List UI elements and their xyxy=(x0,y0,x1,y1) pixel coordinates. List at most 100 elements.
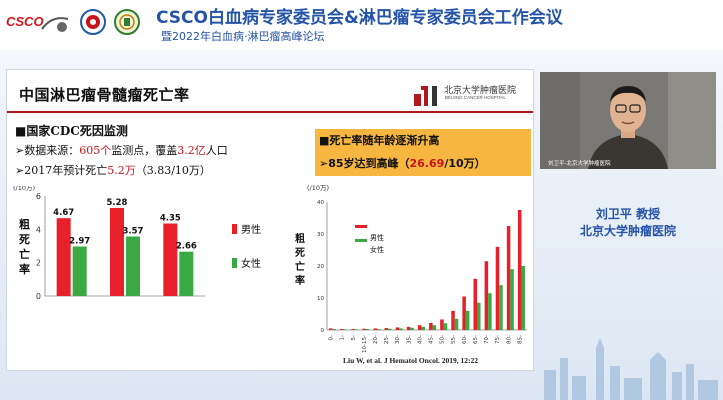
bar-female xyxy=(421,326,425,330)
bar-female xyxy=(443,323,448,330)
bar-female xyxy=(72,246,87,296)
speaker-portrait xyxy=(540,72,716,169)
y-tick-label: 2 xyxy=(36,259,41,268)
bar-female xyxy=(510,269,514,330)
x-tick-label: 1- xyxy=(340,335,346,340)
speaker-video: 刘卫平-北京大学肿瘤医院 xyxy=(540,72,716,169)
bar-male xyxy=(56,218,71,296)
data-source-line: ➢数据来源：605个监测点，覆盖3.2亿人口 xyxy=(15,144,228,157)
bar-female xyxy=(521,266,525,330)
left-heading: ■国家CDC死因监测 xyxy=(15,124,128,138)
y-axis-label-char: 亡 xyxy=(19,247,30,261)
age-trend-heading: ■死亡率随年龄逐渐升高 xyxy=(319,134,440,147)
university-emblem-icon xyxy=(114,9,140,35)
bar-male xyxy=(484,261,489,330)
y-tick-label: 40 xyxy=(317,200,324,206)
bar-female xyxy=(388,328,392,330)
x-tick-label: 5- xyxy=(351,335,357,340)
bar-female xyxy=(477,302,481,330)
legend-swatch-male xyxy=(232,224,237,234)
bar-female xyxy=(354,329,359,330)
y-unit-label: (/10万) xyxy=(13,186,35,192)
conference-header: CSCO CSCO白血病专家委员会&淋巴瘤专家委员会工作会议 暨2022年白血病… xyxy=(0,0,723,50)
bar-female xyxy=(410,327,414,330)
data-label: 5.28 xyxy=(107,198,128,208)
bar-male xyxy=(462,296,466,330)
data-label: 2.97 xyxy=(69,237,90,247)
legend-swatch-male xyxy=(355,225,367,228)
bar-female xyxy=(343,329,348,330)
bar-male xyxy=(473,278,477,330)
bar-female xyxy=(399,328,403,330)
bar-male xyxy=(417,325,422,330)
bar-male xyxy=(495,246,500,330)
y-axis-label-char: 率 xyxy=(19,262,30,276)
bar-male xyxy=(384,328,389,330)
citation: Liu W, et al. J Hematol Oncol. 2019, 12:… xyxy=(343,356,478,365)
bar-male xyxy=(429,322,433,330)
hospital-name: 北京大学肿瘤医院 xyxy=(444,86,517,96)
x-tick-label: 85- xyxy=(517,335,523,344)
bar-female xyxy=(432,325,437,330)
legend-swatch-female xyxy=(355,239,367,242)
legend-label: 男性 xyxy=(241,223,261,236)
bar-male xyxy=(373,328,377,330)
x-tick-label: 80- xyxy=(506,335,512,344)
x-tick-label: 55- xyxy=(451,335,457,344)
y-axis-label-char: 率 xyxy=(295,274,305,287)
y-axis-label-char: 死 xyxy=(295,247,305,259)
x-tick-label: 65- xyxy=(473,335,479,344)
y-tick-label: 10 xyxy=(317,296,324,302)
bar-female xyxy=(499,285,503,330)
x-tick-label: 45- xyxy=(429,335,435,344)
x-tick-label: 75- xyxy=(495,335,501,344)
legend-label: 女性 xyxy=(241,257,261,270)
legend-label: 男性 xyxy=(370,233,384,242)
bar-male xyxy=(406,326,411,330)
hospital-name-en: BEIJING CANCER HOSPITAL xyxy=(445,95,506,100)
y-tick-label: 20 xyxy=(317,264,324,270)
x-tick-label: 20- xyxy=(373,335,379,344)
city-skyline-decoration xyxy=(544,338,718,400)
x-tick-label: 40- xyxy=(417,335,423,344)
presentation-slide: 中国淋巴瘤骨髓瘤死亡率 北京大学肿瘤医院 BEIJING CANCER HOSP… xyxy=(6,69,534,371)
bar-female xyxy=(179,251,194,296)
title-divider xyxy=(7,111,533,113)
bar-male xyxy=(110,208,124,296)
speaker-organization: 北京大学肿瘤医院 xyxy=(579,224,676,238)
y-axis-label-char: 亡 xyxy=(295,260,305,273)
data-label: 4.35 xyxy=(160,214,181,224)
csco-swoosh-icon xyxy=(41,17,69,32)
conference-subtitle: 暨2022年白血病·淋巴瘤高峰论坛 xyxy=(161,30,325,43)
y-tick-label: 0 xyxy=(321,328,325,334)
x-tick-label: 50- xyxy=(440,335,446,344)
slide-title: 中国淋巴瘤骨髓瘤死亡率 xyxy=(19,86,190,104)
y-axis-label-char: 死 xyxy=(19,233,30,246)
y-tick-label: 4 xyxy=(36,225,41,234)
bar-female xyxy=(377,329,381,330)
video-label: 刘卫平-北京大学肿瘤医院 xyxy=(548,161,611,167)
y-tick-label: 30 xyxy=(317,232,324,238)
y-tick-label: 0 xyxy=(36,292,41,301)
bar-male xyxy=(351,329,355,330)
age-trend-callout: ■死亡率随年龄逐渐升高 ➢85岁达到高峰（26.69/10万） xyxy=(315,129,531,176)
conference-title: CSCO白血病专家委员会&淋巴瘤专家委员会工作会议 xyxy=(156,8,563,28)
x-tick-label: 60- xyxy=(462,335,468,344)
hospital-logo-icon xyxy=(414,86,437,106)
data-label: 3.57 xyxy=(123,227,144,237)
csco-logo: CSCO xyxy=(6,14,44,29)
bar-female xyxy=(126,236,140,296)
bar-female xyxy=(454,318,459,330)
legend-swatch-female xyxy=(232,258,237,268)
x-tick-label: 35- xyxy=(406,335,412,344)
data-label: 4.67 xyxy=(53,208,74,218)
x-tick-label: 25- xyxy=(384,335,390,344)
x-tick-label: 70- xyxy=(484,335,490,344)
data-label: 2.66 xyxy=(176,242,197,252)
bar-male xyxy=(163,223,178,296)
y-axis-label-char: 粗 xyxy=(295,232,305,245)
bar-female xyxy=(365,329,370,330)
bar-male xyxy=(329,328,333,330)
peak-line: ➢85岁达到高峰（26.69/10万） xyxy=(319,157,486,170)
